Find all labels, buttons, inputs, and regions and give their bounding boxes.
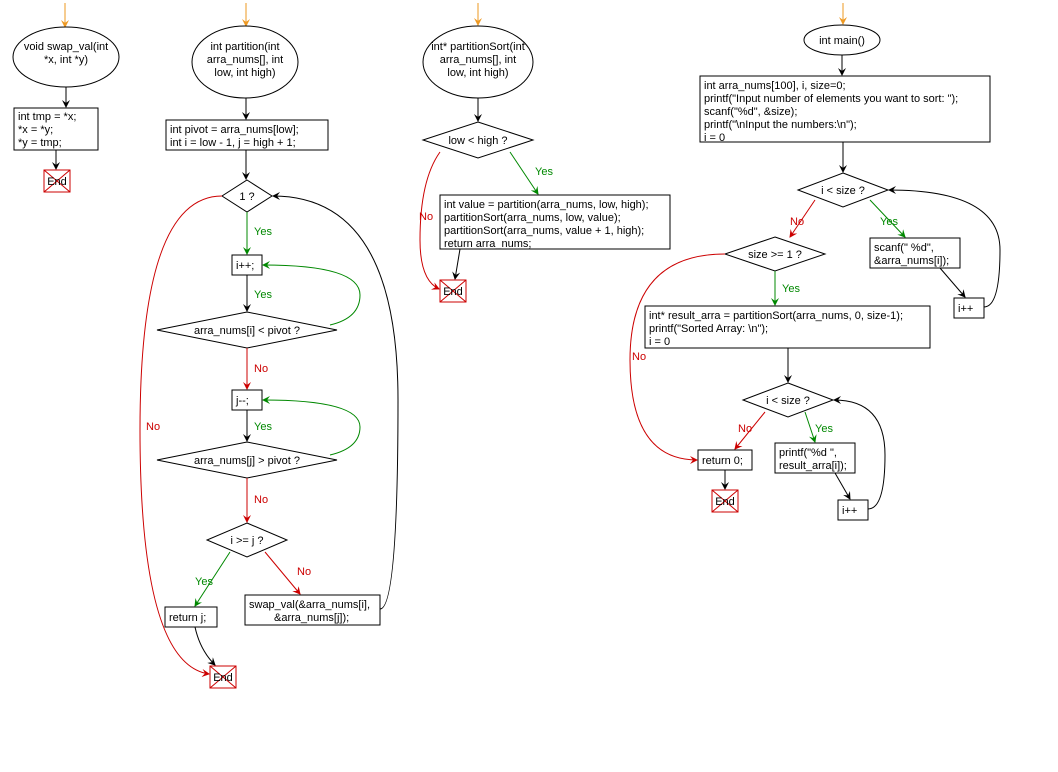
- svg-text:No: No: [254, 363, 268, 375]
- svg-text:low, int high): low, int high): [214, 67, 275, 79]
- svg-text:i++: i++: [958, 303, 973, 315]
- svg-text:No: No: [738, 423, 752, 435]
- svg-text:int arra_nums[100], i, size=0;: int arra_nums[100], i, size=0;: [704, 80, 846, 92]
- svg-text:int main(): int main(): [819, 35, 865, 47]
- svg-text:i++: i++: [842, 505, 857, 517]
- svg-text:partitionSort(arra_nums, low,: partitionSort(arra_nums, low, value);: [444, 212, 621, 224]
- svg-text:return j;: return j;: [169, 612, 206, 624]
- end-swap-val: End: [44, 170, 70, 192]
- svg-text:No: No: [419, 211, 433, 223]
- end-partition-sort: End: [440, 280, 466, 302]
- svg-text:printf("\nInput the numbers:\n: printf("\nInput the numbers:\n");: [704, 119, 857, 131]
- svg-text:Yes: Yes: [815, 423, 833, 435]
- svg-text:partitionSort(arra_nums, value: partitionSort(arra_nums, value + 1, high…: [444, 225, 644, 237]
- rect-text: *x = *y;: [18, 124, 53, 136]
- svg-text:int value = partition(arra_num: int value = partition(arra_nums, low, hi…: [444, 199, 649, 211]
- svg-text:int* result_arra = partitionSo: int* result_arra = partitionSort(arra_nu…: [649, 310, 903, 322]
- svg-text:arra_nums[], int: arra_nums[], int: [440, 54, 516, 66]
- svg-text:1 ?: 1 ?: [239, 191, 254, 203]
- flowchart-partition-sort: int* partitionSort(int arra_nums[], int …: [419, 3, 670, 302]
- svg-text:i < size ?: i < size ?: [766, 395, 810, 407]
- svg-text:size >= 1 ?: size >= 1 ?: [748, 249, 802, 261]
- svg-text:No: No: [632, 351, 646, 363]
- svg-text:i = 0: i = 0: [649, 336, 670, 348]
- svg-text:End: End: [443, 286, 463, 298]
- svg-text:No: No: [790, 216, 804, 228]
- rect-text: int tmp = *x;: [18, 111, 76, 123]
- svg-text:Yes: Yes: [782, 283, 800, 295]
- svg-text:Yes: Yes: [254, 421, 272, 433]
- svg-text:low < high ?: low < high ?: [448, 135, 507, 147]
- svg-text:printf("%d ",: printf("%d ",: [779, 447, 837, 459]
- svg-text:swap_val(&arra_nums[i],: swap_val(&arra_nums[i],: [249, 599, 370, 611]
- svg-text:j--;: j--;: [235, 395, 249, 407]
- svg-text:i >= j ?: i >= j ?: [230, 535, 263, 547]
- svg-text:low, int high): low, int high): [447, 67, 508, 79]
- svg-text:Yes: Yes: [254, 226, 272, 238]
- end-main: End: [712, 490, 738, 512]
- svg-text:i < size ?: i < size ?: [821, 185, 865, 197]
- flowchart-swap-val: void swap_val(int *x, int *y) int tmp = …: [13, 3, 119, 192]
- svg-text:End: End: [715, 496, 735, 508]
- svg-text:i++;: i++;: [236, 260, 254, 272]
- svg-text:scanf("%d", &size);: scanf("%d", &size);: [704, 106, 797, 118]
- svg-text:arra_nums[], int: arra_nums[], int: [207, 54, 283, 66]
- svg-text:return arra_nums;: return arra_nums;: [444, 238, 531, 250]
- flowchart-main: int main() int arra_nums[100], i, size=0…: [630, 3, 1000, 520]
- svg-text:End: End: [47, 176, 67, 188]
- svg-text:i = 0: i = 0: [704, 132, 725, 144]
- svg-text:int pivot = arra_nums[low];: int pivot = arra_nums[low];: [170, 124, 299, 136]
- svg-text:arra_nums[j] > pivot ?: arra_nums[j] > pivot ?: [194, 455, 300, 467]
- end-partition: End: [210, 666, 236, 688]
- svg-text:int* partitionSort(int: int* partitionSort(int: [431, 41, 525, 53]
- flowchart-partition: int partition(int arra_nums[], int low, …: [140, 3, 398, 688]
- svg-text:&arra_nums[j]);: &arra_nums[j]);: [274, 612, 349, 624]
- svg-text:No: No: [254, 494, 268, 506]
- flowchart-canvas: void swap_val(int *x, int *y) int tmp = …: [0, 0, 1058, 772]
- rect-text: *y = tmp;: [18, 137, 62, 149]
- svg-text:result_arra[i]);: result_arra[i]);: [779, 460, 847, 472]
- ellipse-text: *x, int *y): [44, 54, 88, 66]
- svg-text:printf("Sorted Array: \n");: printf("Sorted Array: \n");: [649, 323, 768, 335]
- ellipse-text: void swap_val(int: [24, 41, 108, 53]
- svg-text:return 0;: return 0;: [702, 455, 743, 467]
- svg-text:Yes: Yes: [535, 166, 553, 178]
- svg-text:Yes: Yes: [254, 289, 272, 301]
- svg-text:No: No: [297, 566, 311, 578]
- svg-text:arra_nums[i] < pivot ?: arra_nums[i] < pivot ?: [194, 325, 300, 337]
- svg-text:Yes: Yes: [195, 576, 213, 588]
- svg-text:int partition(int: int partition(int: [210, 41, 279, 53]
- svg-text:&arra_nums[i]);: &arra_nums[i]);: [874, 255, 949, 267]
- svg-text:int i = low - 1, j = high + 1;: int i = low - 1, j = high + 1;: [170, 137, 296, 149]
- svg-text:scanf(" %d",: scanf(" %d",: [874, 242, 934, 254]
- svg-text:End: End: [213, 672, 233, 684]
- svg-text:printf("Input number of elemen: printf("Input number of elements you wan…: [704, 93, 958, 105]
- svg-text:No: No: [146, 421, 160, 433]
- svg-text:Yes: Yes: [880, 216, 898, 228]
